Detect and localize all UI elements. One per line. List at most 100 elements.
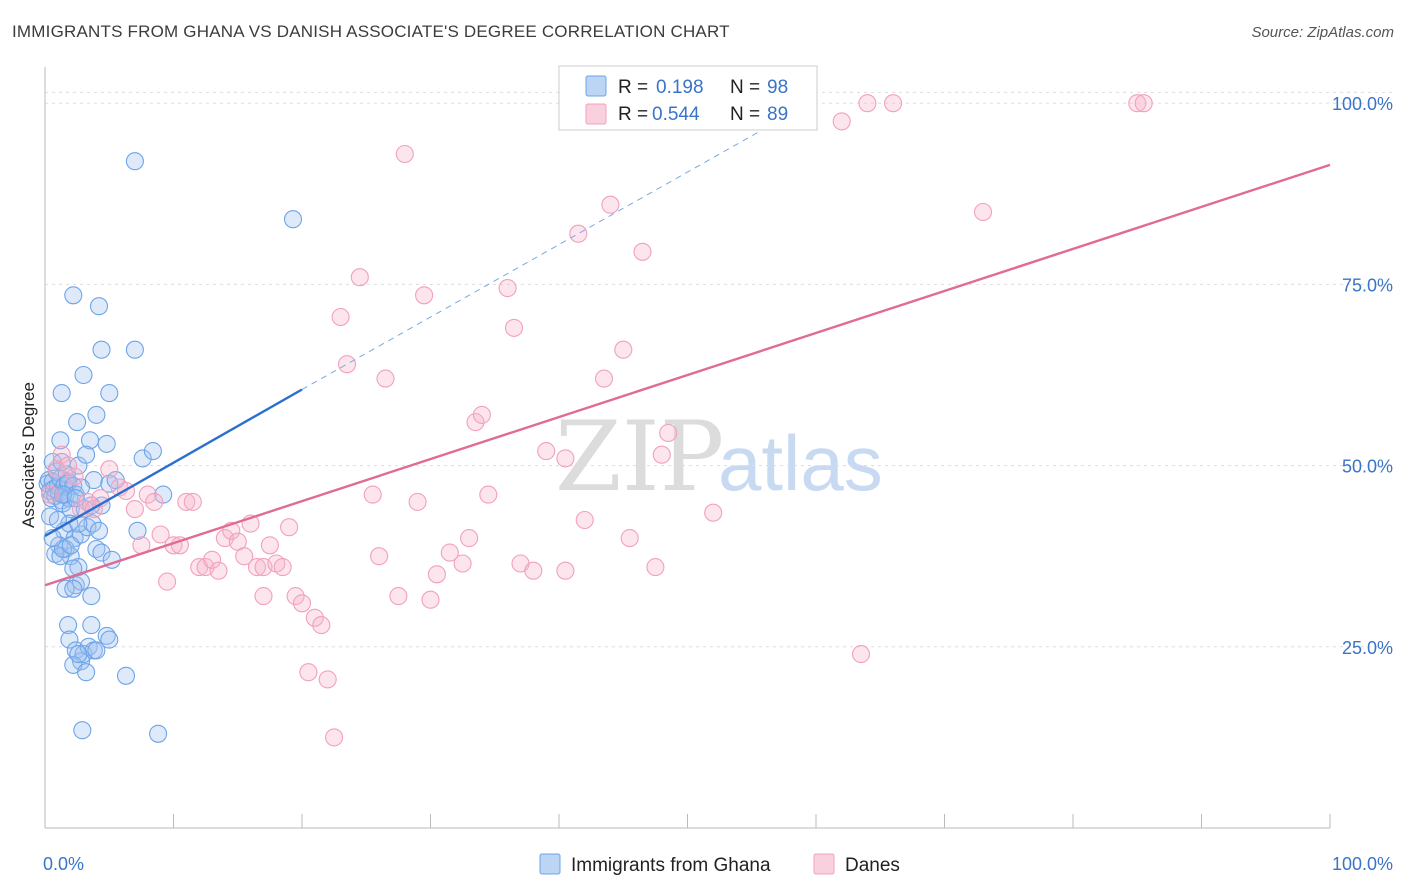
point-ghana [73,721,92,740]
point-danes [52,445,71,464]
point-ghana [78,518,97,537]
axes: 25.0% 50.0% 75.0% 100.0% 0.0% 100.0% [43,67,1393,874]
source-label: Source: ZipAtlas.com [1251,24,1394,41]
point-danes [260,536,279,555]
bottom-legend-swatch-ghana [539,853,561,875]
watermark-atlas: atlas [718,419,883,507]
point-danes [292,594,312,613]
trend-ghana-extension [301,99,817,390]
point-ghana [68,413,87,432]
point-danes [65,467,84,486]
point-ghana [125,340,144,359]
y-axis-title: Associate's Degree [19,382,38,528]
point-danes [556,561,575,580]
point-ghana [56,579,75,598]
point-danes [170,536,189,555]
point-ghana [154,485,173,504]
point-danes [337,355,357,374]
point-danes [472,405,491,424]
legend-n-value-2: 89 [767,104,788,125]
point-ghana [133,449,152,468]
trend-lines [44,99,1331,587]
point-danes [312,616,331,635]
point-ghana [128,521,147,540]
trend-danes [44,163,1331,587]
point-ghana [125,152,144,171]
point-danes [59,456,78,475]
point-danes [203,550,222,569]
point-ghana [51,431,70,450]
point-danes [421,590,440,609]
point-ghana [87,539,106,559]
point-danes [254,587,273,606]
point-danes [299,663,318,682]
point-danes [601,195,620,214]
point-danes [858,94,877,113]
bottom-legend: Immigrants from Ghana Danes [539,853,900,876]
point-danes [235,547,254,566]
point-danes [652,445,671,464]
point-ghana [61,536,80,555]
point-ghana [149,724,168,743]
trend-ghana [44,388,303,537]
point-danes [973,202,993,222]
point-danes [370,547,389,566]
y-tick-label: 100.0% [1332,94,1393,114]
point-danes [363,485,382,504]
point-danes [389,587,408,606]
legend-n-value-1: 98 [767,77,788,98]
point-ghana [89,521,109,540]
bottom-legend-swatch-danes [813,853,835,875]
point-danes [209,561,228,580]
point-ghana [100,630,119,649]
bottom-legend-label-ghana: Immigrants from Ghana [571,855,771,876]
legend: R = 0.198 N = 98 R = 0.544 N = 89 [558,65,818,131]
point-danes [273,558,292,577]
point-danes [1128,94,1147,113]
point-ghana [66,489,85,508]
point-danes [427,565,446,584]
watermark-zip: ZIP [555,401,724,513]
point-danes [646,558,665,577]
point-ghana [100,384,119,403]
point-danes [350,268,369,287]
point-ghana [92,340,111,359]
point-danes [286,587,305,606]
x-tick-label-max: 100.0% [1332,854,1393,874]
point-ghana [59,616,78,635]
point-danes [832,112,851,131]
point-ghana [97,434,116,453]
point-danes [247,558,267,577]
point-danes [498,279,517,298]
point-ghana [74,365,93,385]
legend-swatch-ghana [585,75,607,97]
point-danes [504,318,524,337]
point-danes [556,449,575,468]
point-danes [466,413,485,432]
point-danes [408,492,427,511]
point-ghana [87,641,106,660]
point-danes [183,492,202,511]
point-danes [100,460,119,479]
point-danes [460,529,479,548]
point-danes [569,224,588,243]
y-tick-label: 75.0% [1342,275,1393,295]
point-danes [633,242,652,261]
chart-title: IMMIGRANTS FROM GHANA VS DANISH ASSOCIAT… [12,22,730,41]
point-ghana [77,445,96,464]
legend-r-label-2: R = [618,104,648,125]
point-danes [305,608,324,627]
legend-r-label-1: R = [618,77,648,98]
point-danes [158,572,177,591]
point-danes [280,518,299,537]
point-danes [704,503,723,522]
point-ghana [52,384,71,403]
legend-n-label-2: N = [730,104,760,125]
point-ghana [64,286,83,305]
y-tick-label: 50.0% [1342,457,1393,477]
point-ghana [87,405,106,424]
point-ghana [89,297,109,316]
legend-r-value-1: 0.198 [656,77,704,98]
legend-r-value-2: 0.544 [652,104,700,125]
